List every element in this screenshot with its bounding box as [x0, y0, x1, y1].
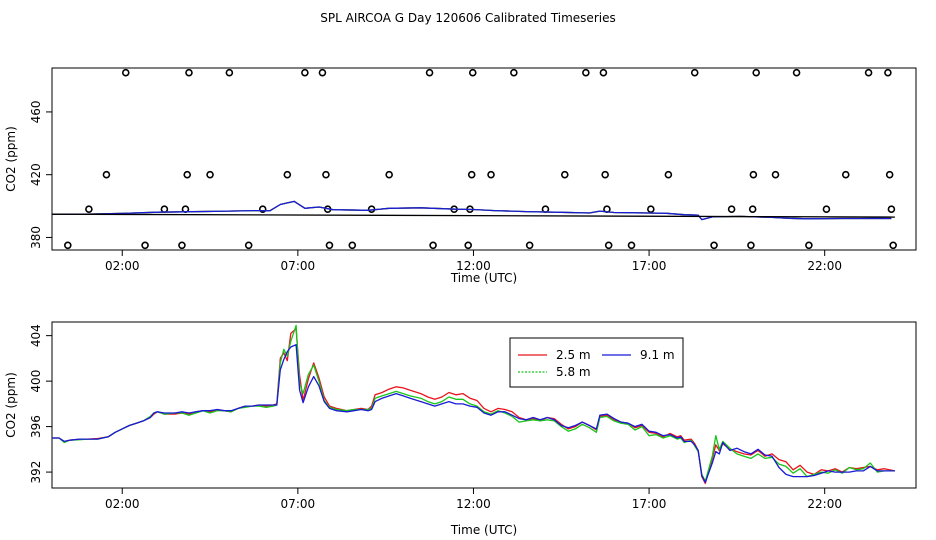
raw-data-point	[884, 68, 892, 77]
raw-data-point	[425, 68, 434, 77]
bottom-y-axis: 392 396 400 404	[29, 324, 52, 484]
top-raw-markers	[64, 68, 897, 250]
raw-data-point	[647, 205, 655, 214]
y-tick-label: 392	[29, 461, 43, 484]
top-series-lines	[51, 200, 895, 221]
y-tick-label: 420	[29, 163, 43, 186]
raw-data-point	[748, 205, 757, 214]
legend-label-2.5m: 2.5 m	[556, 348, 591, 362]
x-tick-label: 22:00	[807, 497, 842, 511]
raw-data-point	[183, 170, 192, 179]
raw-data-point	[141, 241, 149, 250]
raw-data-point	[464, 241, 472, 250]
top-x-axis-label: Time (UTC)	[450, 271, 517, 285]
raw-data-point	[185, 68, 193, 77]
raw-data-point	[467, 170, 476, 179]
bottom-panel: 02:00 07:00 12:00 17:00 22:00 392 396 400 404 T…	[4, 321, 917, 537]
raw-data-point	[206, 170, 214, 179]
raw-data-point	[121, 68, 130, 77]
raw-data-point	[864, 68, 873, 77]
x-tick-label: 02:00	[105, 259, 140, 273]
y-tick-label: 396	[29, 415, 43, 438]
raw-data-point	[160, 205, 169, 214]
bottom-x-axis-label: Time (UTC)	[450, 523, 517, 537]
series-line-9.1m	[52, 344, 895, 483]
raw-data-point	[348, 241, 357, 250]
x-tick-label: 07:00	[281, 259, 316, 273]
raw-data-point	[178, 241, 186, 250]
raw-data-point	[429, 241, 437, 250]
x-tick-label: 17:00	[632, 259, 667, 273]
top-y-axis: 380 420 460	[29, 100, 52, 249]
x-tick-label: 17:00	[632, 497, 667, 511]
top-y-axis-label: CO2 (ppm)	[4, 126, 18, 192]
raw-data-point	[841, 170, 850, 179]
top-panel: 02:00 07:00 12:00 17:00 22:00 380 420 460 Time…	[4, 67, 917, 285]
raw-data-point	[64, 241, 72, 250]
legend-label-9.1m: 9.1 m	[640, 348, 675, 362]
raw-data-point	[727, 205, 736, 214]
y-tick-label: 404	[29, 324, 43, 347]
raw-data-point	[805, 241, 813, 250]
x-tick-label: 12:00	[456, 497, 491, 511]
raw-data-point	[792, 68, 801, 77]
raw-data-point	[710, 241, 718, 250]
raw-data-point	[325, 241, 334, 250]
y-tick-label: 400	[29, 370, 43, 393]
raw-data-point	[627, 241, 636, 250]
raw-data-point	[301, 68, 309, 77]
raw-data-point	[664, 170, 673, 179]
y-tick-label: 460	[29, 100, 43, 123]
legend-label-5.8m: 5.8 m	[556, 365, 591, 379]
raw-data-point	[283, 170, 292, 179]
raw-data-point	[690, 68, 699, 77]
raw-data-point	[887, 205, 896, 214]
raw-data-point	[510, 68, 518, 77]
raw-data-point	[599, 68, 608, 77]
legend-box	[509, 337, 684, 388]
raw-data-point	[225, 68, 234, 77]
raw-data-point	[747, 241, 755, 250]
x-tick-label: 22:00	[807, 259, 842, 273]
x-tick-label: 12:00	[456, 259, 491, 273]
raw-data-point	[244, 241, 253, 250]
top-x-axis: 02:00 07:00 12:00 17:00 22:00	[105, 250, 842, 273]
y-tick-label: 380	[29, 226, 43, 249]
top-plot-frame	[51, 67, 917, 251]
raw-data-point	[771, 170, 780, 179]
series-line-5.8m	[52, 324, 895, 482]
bottom-x-axis: 02:00 07:00 12:00 17:00 22:00	[105, 488, 842, 511]
raw-data-point	[601, 170, 609, 179]
raw-data-point	[582, 68, 590, 77]
series-line-black	[51, 213, 895, 218]
raw-data-point	[322, 170, 330, 179]
figure-title: SPL AIRCOA G Day 120606 Calibrated Times…	[320, 11, 615, 25]
legend: 2.5 m 9.1 m 5.8 m	[509, 337, 684, 388]
raw-data-point	[560, 170, 569, 179]
raw-data-point	[468, 68, 477, 77]
bottom-series-lines	[52, 324, 896, 485]
raw-data-point	[318, 68, 327, 77]
x-tick-label: 07:00	[281, 497, 316, 511]
x-tick-label: 02:00	[105, 497, 140, 511]
raw-data-point	[885, 170, 894, 179]
raw-data-point	[258, 205, 267, 214]
raw-data-point	[385, 170, 393, 179]
raw-data-point	[525, 241, 534, 250]
bottom-plot-frame	[51, 321, 917, 489]
raw-data-point	[487, 170, 495, 179]
raw-data-point	[604, 241, 613, 250]
raw-data-point	[85, 205, 93, 214]
bottom-y-axis-label: CO2 (ppm)	[4, 372, 18, 438]
raw-data-point	[822, 205, 831, 214]
raw-data-point	[102, 170, 111, 179]
raw-data-point	[749, 170, 758, 179]
raw-data-point	[752, 68, 760, 77]
raw-data-point	[889, 241, 897, 250]
